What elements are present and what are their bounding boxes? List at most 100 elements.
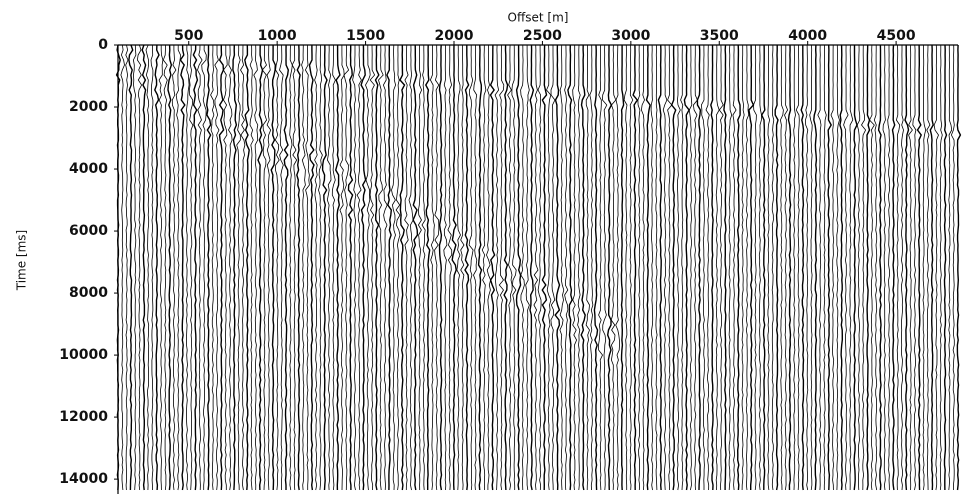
- seismic-trace: [151, 45, 153, 490]
- seismic-trace: [275, 45, 279, 490]
- seismic-trace: [465, 45, 469, 490]
- seismic-trace: [336, 45, 340, 490]
- seismic-trace: [810, 45, 813, 490]
- seismic-trace: [867, 45, 870, 490]
- seismic-trace: [452, 45, 456, 490]
- seismic-trace: [405, 45, 409, 490]
- seismic-trace: [305, 45, 309, 490]
- seismic-trace: [146, 45, 149, 490]
- seismic-trace: [129, 45, 133, 490]
- seismic-trace: [526, 45, 530, 490]
- seismic-trace: [828, 45, 831, 490]
- seismic-trace: [879, 45, 882, 490]
- seismic-trace: [738, 45, 740, 490]
- seismic-trace: [215, 45, 219, 490]
- seismic-trace: [893, 45, 895, 490]
- seismic-trace: [697, 45, 700, 490]
- seismic-trace: [479, 45, 482, 490]
- seismic-trace: [207, 45, 211, 490]
- seismic-trace: [719, 45, 723, 490]
- seismic-trace: [616, 45, 620, 490]
- seismic-trace: [785, 45, 788, 490]
- seismic-trace: [918, 45, 922, 490]
- seismic-trace: [608, 45, 612, 490]
- seismic-trace: [332, 45, 335, 490]
- seismic-trace: [923, 45, 926, 490]
- seismic-trace: [586, 45, 589, 490]
- seismic-trace: [310, 45, 315, 490]
- seismic-trace: [323, 45, 327, 490]
- seismic-trace: [651, 45, 653, 490]
- seismic-trace: [854, 45, 857, 490]
- seismic-trace: [794, 45, 796, 490]
- seismic-trace: [909, 45, 913, 490]
- seismic-trace: [155, 45, 159, 490]
- seismic-trace: [701, 45, 704, 490]
- seismic-trace: [684, 45, 689, 490]
- seismic-trace: [400, 45, 405, 490]
- seismic-trace: [530, 45, 533, 490]
- seismic-trace: [223, 45, 227, 490]
- seismic-trace: [357, 45, 361, 490]
- seismic-trace: [504, 45, 508, 490]
- seismic-trace: [949, 45, 952, 490]
- seismic-trace: [850, 45, 853, 490]
- seismic-trace: [641, 45, 644, 490]
- x-tick-label: 1000: [258, 28, 297, 44]
- seismic-trace: [603, 45, 607, 490]
- seismic-trace: [271, 45, 275, 490]
- seismic-trace: [396, 45, 400, 490]
- seismic-trace: [711, 45, 713, 490]
- seismic-trace: [168, 45, 171, 490]
- seismic-trace: [706, 45, 709, 490]
- seismic-trace: [228, 45, 232, 490]
- seismic-trace: [542, 45, 546, 490]
- seismic-trace: [772, 45, 774, 490]
- seismic-trace: [482, 45, 486, 490]
- seismic-trace: [927, 45, 930, 490]
- seismic-trace: [870, 45, 875, 490]
- seismic-trace: [581, 45, 585, 490]
- seismic-trace: [237, 45, 241, 490]
- seismic-trace: [749, 45, 754, 490]
- seismic-trace: [862, 45, 866, 490]
- seismic-trace: [677, 45, 680, 490]
- seismic-trace: [121, 45, 125, 490]
- seismic-trace: [930, 45, 933, 490]
- seismic-trace: [663, 45, 667, 490]
- seismic-trace: [837, 45, 840, 490]
- x-tick-label: 3500: [700, 28, 739, 44]
- seismic-trace: [435, 45, 439, 490]
- seismic-trace: [957, 45, 960, 490]
- seismic-trace: [474, 45, 477, 490]
- seismic-trace: [193, 45, 197, 490]
- seismic-trace: [940, 45, 942, 490]
- seismic-trace: [840, 45, 842, 490]
- seismic-trace: [344, 45, 349, 490]
- seismic-trace: [241, 45, 245, 490]
- seismic-trace: [361, 45, 366, 490]
- y-tick-label: 2000: [69, 99, 108, 115]
- seismic-trace: [568, 45, 572, 490]
- seismic-trace: [638, 45, 640, 490]
- seismic-trace: [383, 45, 387, 490]
- seismic-trace: [189, 45, 193, 490]
- seismic-trace: [780, 45, 783, 490]
- seismic-trace: [754, 45, 757, 490]
- seismic-trace: [126, 45, 128, 490]
- seismic-trace: [814, 45, 817, 490]
- seismic-trace: [647, 45, 651, 490]
- seismic-trace: [292, 45, 297, 490]
- seismic-trace: [457, 45, 461, 490]
- seismic-trace: [689, 45, 692, 490]
- seismic-trace: [290, 45, 293, 490]
- seismic-trace: [315, 45, 318, 490]
- seismic-trace: [327, 45, 331, 490]
- y-tick-label: 0: [98, 37, 108, 53]
- seismic-trace: [668, 45, 672, 490]
- seismic-trace: [517, 45, 521, 490]
- x-axis-title: Offset [m]: [508, 11, 569, 25]
- seismic-trace: [656, 45, 657, 490]
- seismic-trace: [499, 45, 504, 490]
- seismic-trace: [883, 45, 885, 490]
